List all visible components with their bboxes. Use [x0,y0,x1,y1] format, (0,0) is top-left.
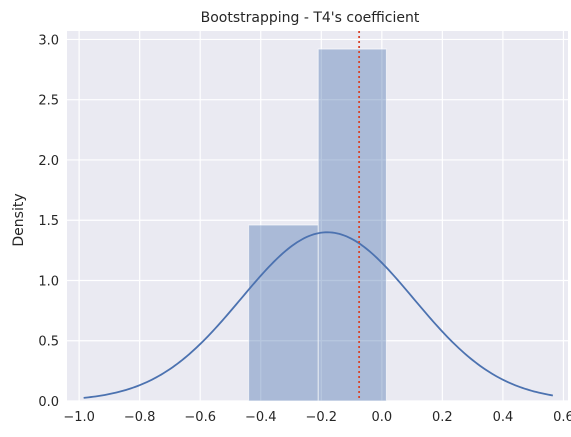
y-tick-label: 2.5 [38,94,59,109]
x-tick-label: −0.6 [184,410,216,425]
y-tick-label: 0.5 [38,335,59,350]
y-tick-label: 2.0 [38,154,59,169]
kde-curve-group [83,231,554,399]
y-axis-label: Density [11,193,27,246]
x-tick-label: −0.2 [305,410,337,425]
kde-curve [83,231,554,399]
x-tick-label: 0.0 [371,410,392,425]
x-tick-label: −0.8 [124,410,156,425]
x-axis-ticks: −1.0 −0.8 −0.6 −0.4 −0.2 0.0 0.2 0.4 0.6 [63,410,571,425]
x-tick-label: 0.2 [432,410,453,425]
plot-area-background [67,31,568,401]
y-tick-label: 0.0 [38,395,59,410]
x-tick-label: 0.6 [553,410,571,425]
y-tick-label: 1.5 [38,214,59,229]
y-tick-label: 3.0 [38,33,59,48]
x-tick-label: 0.4 [493,410,514,425]
x-tick-label: −0.4 [245,410,277,425]
histogram-bar-2 [317,48,387,402]
chart-title: Bootstrapping - T4's coefficient [201,10,420,26]
histogram-bars [248,48,387,402]
y-axis-ticks: 0.0 0.5 1.0 1.5 2.0 2.5 3.0 [38,33,59,410]
x-tick-label: −1.0 [63,410,95,425]
histogram-bar-1 [248,224,319,402]
y-tick-label: 1.0 [38,274,59,289]
